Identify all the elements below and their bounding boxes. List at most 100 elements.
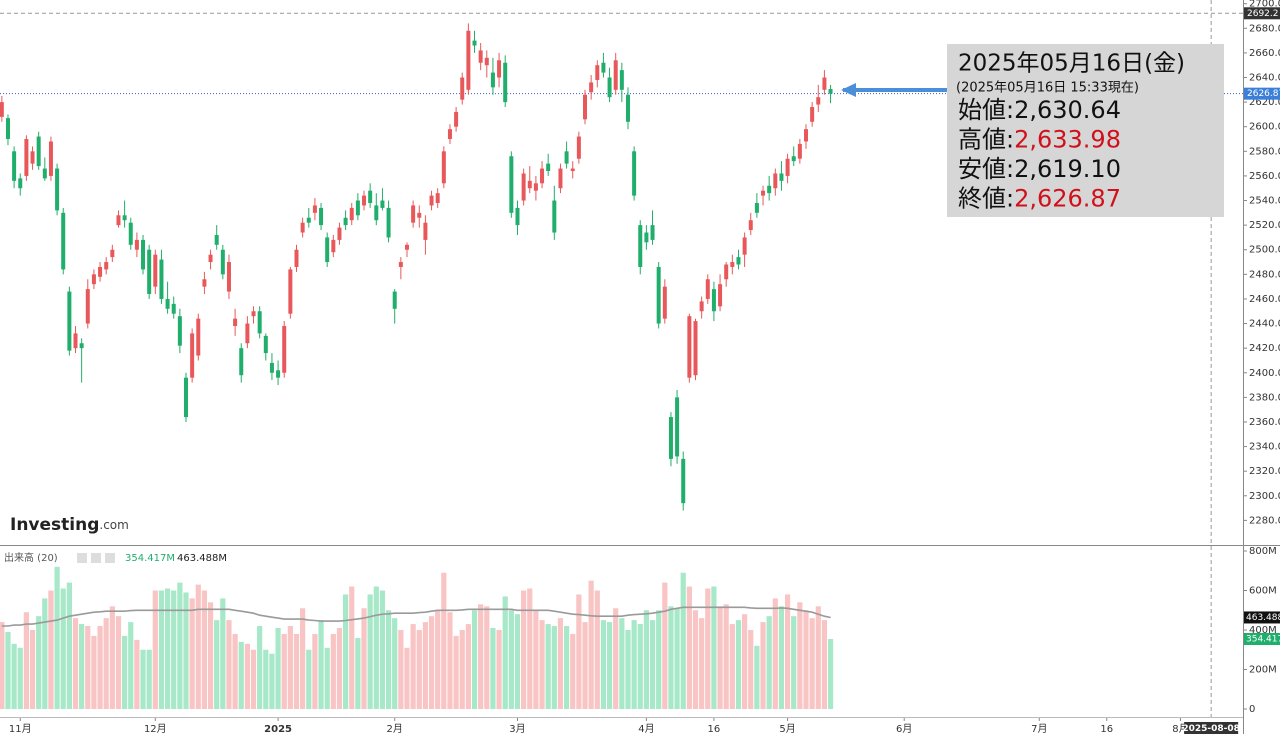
candle-body: [239, 348, 244, 376]
candle-body: [300, 222, 305, 233]
candle-body: [497, 60, 502, 78]
candle-body: [527, 180, 532, 189]
volume-bar: [312, 633, 318, 709]
candle-body: [632, 151, 637, 196]
candle-body: [392, 291, 397, 309]
candle-body: [122, 215, 127, 221]
volume-bar: [705, 588, 711, 709]
pointer-arrow-head: [841, 83, 856, 97]
volume-bar: [275, 628, 281, 709]
volume-bar: [183, 592, 189, 709]
candle-body: [583, 94, 588, 120]
candle-body: [42, 168, 47, 179]
volume-bar: [244, 643, 250, 709]
candle-body: [754, 202, 759, 213]
candle-body: [718, 284, 723, 307]
candle-body: [190, 333, 195, 378]
ma-tag-label: 463.488M: [1246, 613, 1280, 623]
volume-bar: [766, 616, 772, 709]
volume-bar: [680, 572, 686, 709]
volume-bar: [42, 598, 48, 709]
volume-bar: [85, 626, 91, 709]
candle-body: [85, 289, 90, 324]
volume-bar: [232, 633, 238, 709]
candle-body: [380, 200, 385, 208]
candle-body: [55, 168, 60, 211]
candle-body: [435, 193, 440, 203]
candle-body: [251, 311, 256, 317]
candle-body: [184, 377, 188, 418]
candle-body: [699, 301, 704, 312]
volume-bar: [416, 630, 422, 709]
candle-body: [607, 77, 612, 98]
volume-bar: [754, 645, 760, 709]
candle-body: [687, 316, 692, 378]
volume-bar: [361, 608, 367, 709]
x-tick-label: 16: [708, 724, 721, 734]
volume-bar: [711, 586, 717, 709]
volume-bar: [803, 610, 809, 709]
info-row: 終値:2,626.87: [958, 185, 1121, 213]
volume-bar: [435, 610, 441, 709]
candle-body: [779, 173, 784, 181]
candle-body: [202, 279, 207, 287]
candle-body: [319, 207, 324, 226]
candle-body: [761, 190, 766, 196]
candle-body: [552, 200, 557, 233]
volume-bar: [343, 594, 349, 709]
candle-body: [153, 254, 158, 287]
candle-body: [245, 323, 250, 344]
y-tick-label: 2500.00: [1249, 245, 1280, 256]
candle-body: [141, 239, 146, 270]
info-row-value: 2,633.98: [1014, 126, 1121, 154]
candle-body: [368, 190, 373, 203]
candle-body: [276, 370, 281, 378]
volume-bar: [177, 582, 183, 709]
y-tick-label: 2460.00: [1249, 294, 1280, 305]
volume-bar: [637, 624, 643, 709]
candle-body: [355, 200, 360, 216]
candle-body: [650, 225, 655, 240]
y-tick-label: 200M: [1249, 665, 1277, 676]
volume-bar: [582, 622, 588, 709]
candle-body: [601, 62, 606, 73]
candle-body: [61, 212, 66, 270]
volume-bar: [428, 616, 435, 709]
candle-body: [312, 205, 317, 213]
candle-body: [478, 50, 483, 63]
candle-body: [171, 303, 176, 314]
candle-body: [404, 244, 409, 250]
volume-bar: [5, 631, 11, 709]
candle-body: [165, 298, 170, 309]
volume-bar: [459, 630, 465, 709]
volume-bar: [815, 606, 821, 709]
volume-bar: [496, 630, 502, 709]
info-row-label: 高値:: [958, 126, 1014, 154]
volume-bar: [300, 608, 306, 709]
candle-body: [822, 77, 827, 90]
volume-bar: [527, 588, 533, 709]
x-tick-label: 3月: [509, 723, 525, 734]
volume-bar: [250, 649, 257, 709]
candle-body: [128, 222, 133, 245]
volume-bar: [324, 647, 330, 709]
logo: Investing.com: [10, 515, 129, 535]
volume-bar: [514, 614, 521, 709]
info-row-value: 2,619.10: [1014, 155, 1121, 183]
candle-body: [472, 40, 477, 46]
volume-bar: [827, 639, 834, 709]
volume-bar: [201, 590, 208, 709]
volume-bar: [97, 626, 103, 709]
volume-bar: [723, 604, 729, 709]
candle-body: [460, 77, 465, 100]
candle-body: [558, 168, 563, 189]
volume-bar: [404, 647, 410, 709]
y-tick-label: 2320.00: [1249, 466, 1280, 477]
candle-body: [257, 311, 262, 334]
candle-body: [423, 222, 428, 240]
info-row-label: 終値:: [958, 185, 1014, 213]
candle-body: [337, 227, 342, 240]
volume-bar: [214, 620, 220, 709]
candle-body: [36, 136, 41, 167]
y-tick-label: 2420.00: [1249, 343, 1280, 354]
